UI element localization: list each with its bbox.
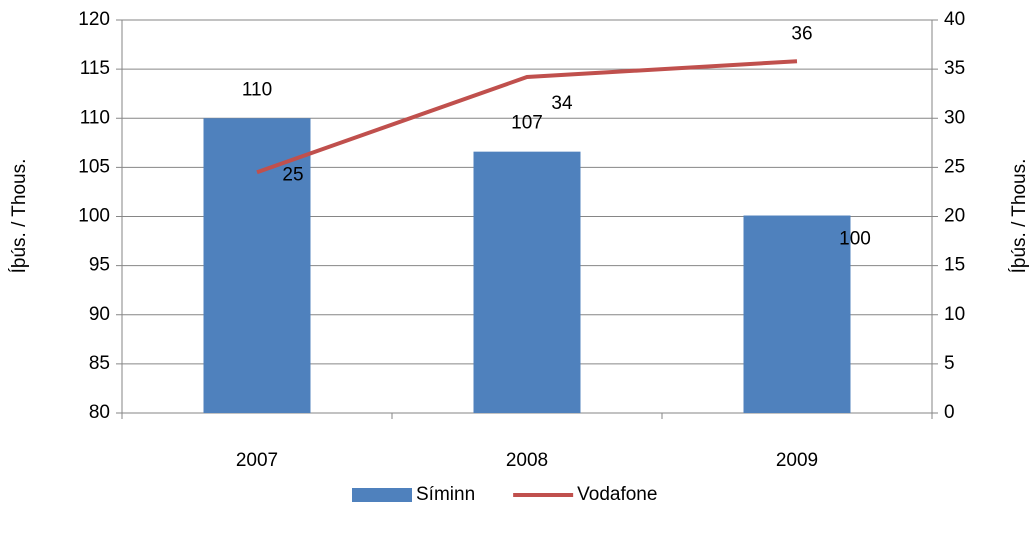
- y2-tick-label: 5: [944, 353, 955, 374]
- data-label: 36: [791, 23, 812, 44]
- bar: [473, 151, 581, 413]
- x-tick-label: 2008: [506, 450, 548, 471]
- y-tick-label: 95: [89, 255, 110, 276]
- y2-tick-label: 25: [944, 156, 965, 177]
- y-tick-label: 115: [80, 58, 110, 79]
- y2-tick-label: 40: [944, 9, 965, 30]
- data-label: 100: [839, 229, 871, 250]
- data-label: 25: [282, 164, 303, 185]
- y-tick-label: 105: [78, 156, 110, 177]
- y-tick-label: 85: [89, 353, 110, 374]
- y2-tick-label: 30: [944, 107, 965, 128]
- y-tick-label: 120: [78, 9, 110, 30]
- x-tick-label: 2009: [776, 450, 818, 471]
- legend-swatch: [352, 488, 412, 502]
- y-tick-label: 80: [89, 402, 110, 423]
- y2-tick-label: 20: [944, 206, 965, 227]
- y2-axis-label: Íþús. / Thous.: [1009, 159, 1030, 274]
- data-label: 110: [242, 79, 272, 100]
- data-label: 34: [551, 93, 573, 114]
- line: [256, 59, 798, 175]
- legend-label: Síminn: [416, 484, 475, 505]
- y2-tick-label: 10: [944, 304, 965, 325]
- bar: [743, 215, 851, 413]
- x-tick-label: 2007: [236, 450, 278, 471]
- y-axis-label: Íþús. / Thous.: [9, 159, 30, 274]
- legend-label: Vodafone: [577, 484, 657, 505]
- data-label: 107: [511, 113, 543, 134]
- bar: [203, 118, 311, 413]
- y-tick-label: 90: [89, 304, 110, 325]
- y2-tick-label: 15: [944, 255, 965, 276]
- y-tick-label: 110: [80, 107, 110, 128]
- y2-tick-label: 0: [944, 402, 955, 423]
- y-tick-label: 100: [78, 206, 110, 227]
- y2-tick-label: 35: [944, 58, 965, 79]
